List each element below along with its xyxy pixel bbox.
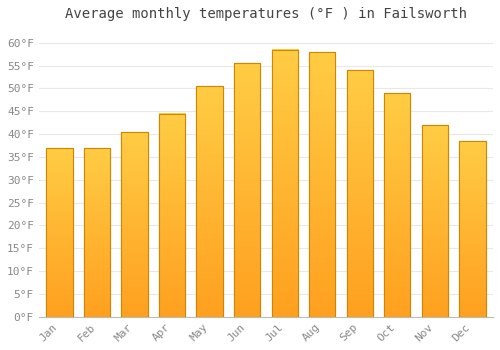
Bar [384, 93, 410, 317]
Bar [309, 52, 336, 317]
Bar [84, 148, 110, 317]
Bar [272, 50, 298, 317]
Bar [460, 141, 485, 317]
Bar [272, 50, 298, 317]
Bar [460, 141, 485, 317]
Bar [234, 63, 260, 317]
Bar [234, 63, 260, 317]
Bar [84, 148, 110, 317]
Bar [346, 70, 373, 317]
Bar [309, 52, 336, 317]
Bar [122, 132, 148, 317]
Bar [46, 148, 72, 317]
Bar [122, 132, 148, 317]
Bar [346, 70, 373, 317]
Bar [46, 148, 72, 317]
Bar [422, 125, 448, 317]
Bar [159, 113, 185, 317]
Bar [159, 113, 185, 317]
Bar [196, 86, 223, 317]
Bar [384, 93, 410, 317]
Bar [422, 125, 448, 317]
Title: Average monthly temperatures (°F ) in Failsworth: Average monthly temperatures (°F ) in Fa… [65, 7, 467, 21]
Bar [196, 86, 223, 317]
